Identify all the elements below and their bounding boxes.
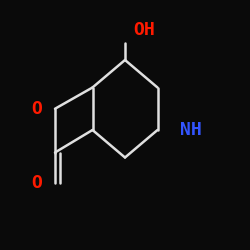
Text: O: O (31, 174, 42, 192)
Text: OH: OH (134, 21, 156, 39)
Text: NH: NH (180, 121, 202, 139)
Text: O: O (31, 100, 42, 118)
